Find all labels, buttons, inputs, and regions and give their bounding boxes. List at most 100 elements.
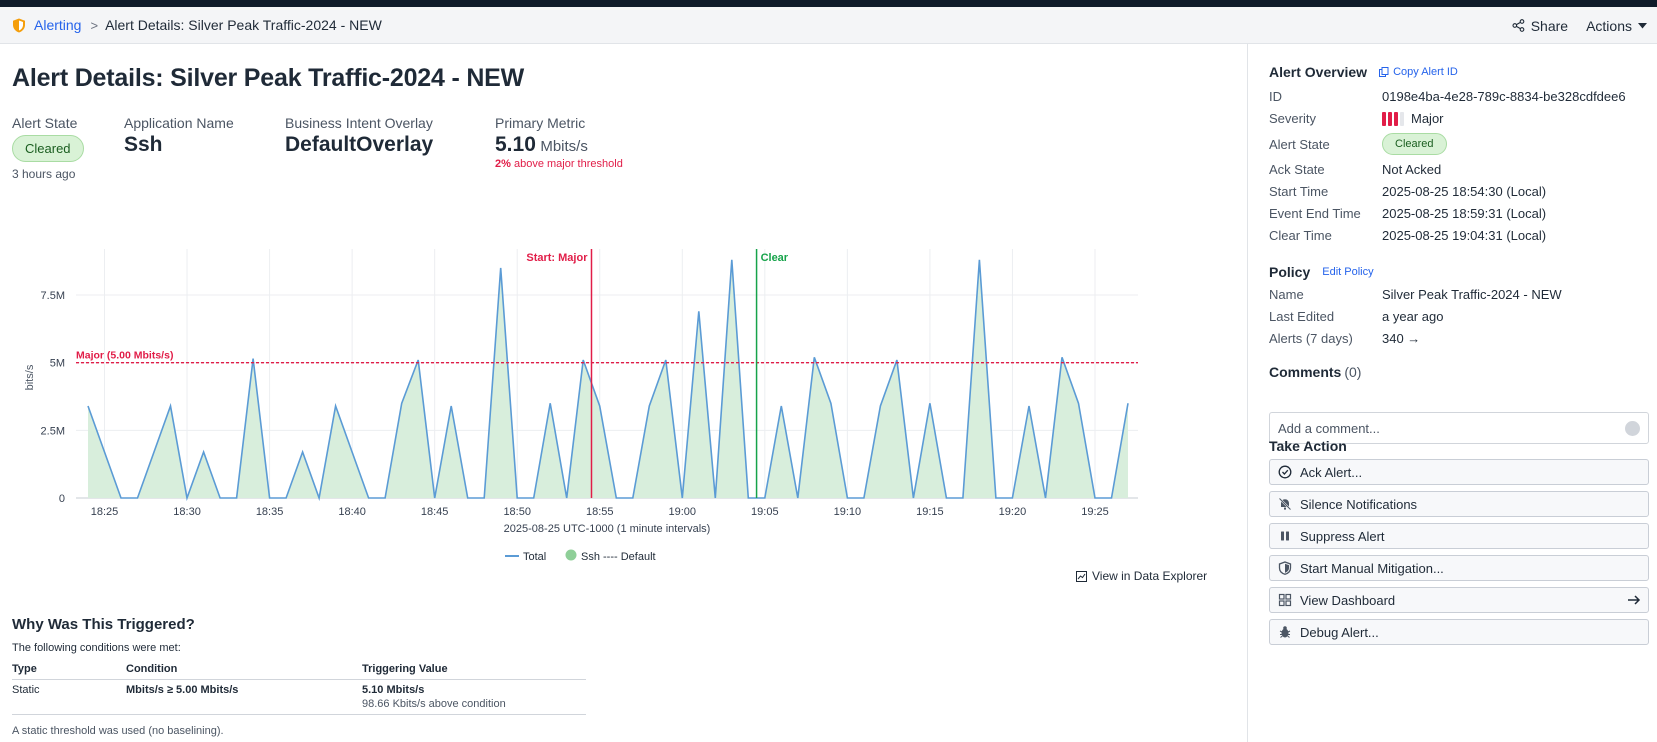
suppress-alert-label: Suppress Alert: [1300, 528, 1385, 544]
take-action-title: Take Action: [1269, 438, 1347, 454]
view-dashboard-button[interactable]: View Dashboard: [1269, 587, 1649, 613]
x-tick-label: 18:45: [421, 506, 449, 518]
shield-logo-icon: [13, 18, 25, 32]
x-tick-label: 19:05: [751, 506, 779, 518]
comments-title: Comments: [1269, 364, 1342, 380]
policy-section: Policy Edit Policy: [1269, 264, 1374, 280]
ack-alert-label: Ack Alert...: [1300, 464, 1363, 480]
x-tick-label: 19:25: [1081, 506, 1109, 518]
header-condition: Condition: [126, 663, 178, 675]
x-tick-label: 18:25: [91, 506, 119, 518]
overview-row-end: Event End Time 2025-08-25 18:59:31 (Loca…: [1269, 206, 1546, 221]
alert-overview-section: Alert Overview Copy Alert ID: [1269, 64, 1458, 80]
overview-row-state: Alert State Cleared: [1269, 133, 1447, 155]
alert-id-value: 0198e4ba-4e28-789c-8834-be328cdfdee6: [1382, 89, 1626, 104]
x-tick-label: 19:10: [834, 506, 862, 518]
silence-notifications-button[interactable]: Silence Notifications: [1269, 491, 1649, 517]
alerts-count-link[interactable]: 340 →: [1382, 331, 1421, 346]
conditions-table: Type Condition Triggering Value Static M…: [12, 659, 586, 715]
debug-alert-button[interactable]: Debug Alert...: [1269, 619, 1649, 645]
bug-icon: [1278, 625, 1292, 639]
copy-icon: [1379, 67, 1389, 77]
x-tick-label: 19:00: [669, 506, 697, 518]
chevron-down-icon: [1638, 22, 1647, 28]
grid-icon: [1278, 593, 1292, 607]
ack-state-value: Not Acked: [1382, 162, 1442, 177]
overview-row-ack: Ack State Not Acked: [1269, 162, 1441, 177]
y-tick-label: 7.5M: [41, 290, 65, 302]
breadcrumb-alerting-link[interactable]: Alerting: [34, 17, 82, 33]
main-panel: Alert Details: Silver Peak Traffic-2024 …: [0, 44, 1247, 742]
cell-condition: Mbits/s ≥ 5.00 Mbits/s: [126, 684, 239, 696]
send-comment-icon[interactable]: [1625, 421, 1640, 436]
alert-time-ago: 3 hours ago: [12, 167, 76, 181]
traffic-chart: 0 2.5M 5M 7.5M 18:25 18:30 18:35 18:40 18:45 18:5…: [0, 204, 1247, 574]
state-value-wrap: Cleared: [1382, 133, 1447, 155]
series-area-ssh-default: [88, 259, 1128, 498]
copy-alert-id-button[interactable]: Copy Alert ID: [1379, 66, 1458, 78]
metric-note-text: above major threshold: [513, 158, 623, 170]
actions-dropdown[interactable]: Actions: [1586, 18, 1647, 34]
view-dashboard-label: View Dashboard: [1300, 592, 1396, 608]
comment-input[interactable]: Add a comment...: [1269, 412, 1649, 444]
policy-row-alerts: Alerts (7 days) 340 →: [1269, 331, 1420, 346]
x-tick-label: 18:40: [338, 506, 366, 518]
ack-alert-button[interactable]: Ack Alert...: [1269, 459, 1649, 485]
status-badge: Cleared: [1382, 133, 1447, 155]
overview-row-clear: Clear Time 2025-08-25 19:04:31 (Local): [1269, 228, 1546, 243]
pause-icon: [1278, 529, 1292, 543]
header-type: Type: [12, 663, 37, 675]
row-label: ID: [1269, 89, 1282, 104]
clear-time-value: 2025-08-25 19:04:31 (Local): [1382, 228, 1547, 243]
metric-value: 5.10: [495, 133, 536, 156]
view-explorer-label: View in Data Explorer: [1092, 569, 1208, 583]
x-tick-label: 18:50: [503, 506, 531, 518]
severity-label: Major: [1411, 111, 1444, 126]
alert-overview-title: Alert Overview: [1269, 64, 1368, 80]
share-label: Share: [1530, 17, 1569, 34]
triggering-value-note: 98.66 Kbits/s above condition: [362, 698, 506, 710]
status-badge: Cleared: [12, 135, 84, 162]
share-button[interactable]: Share: [1512, 18, 1568, 34]
why-triggered-title: Why Was This Triggered?: [12, 616, 195, 633]
start-manual-mitigation-label: Start Manual Mitigation...: [1300, 560, 1444, 576]
stat-label: Alert State: [12, 115, 78, 131]
policy-title: Policy: [1269, 264, 1311, 280]
legend-ssh-swatch: [565, 549, 577, 561]
comment-placeholder: Add a comment...: [1278, 420, 1380, 436]
stat-label: Application Name: [124, 115, 234, 131]
chart-explorer-icon: [1076, 570, 1087, 582]
policy-row-name: Name Silver Peak Traffic-2024 - NEW: [1269, 287, 1562, 302]
edit-policy-link[interactable]: Edit Policy: [1322, 266, 1374, 278]
x-tick-label: 19:15: [916, 506, 944, 518]
row-label: Severity: [1269, 111, 1316, 126]
why-footer-note: A static threshold was used (no baselini…: [12, 725, 224, 737]
stat-primary-metric: Primary Metric 5.10 Mbits/s 2% above maj…: [495, 115, 623, 170]
row-label: Alerts (7 days): [1269, 331, 1353, 346]
row-label: Last Edited: [1269, 309, 1335, 324]
threshold-label: Major (5.00 Mbits/s): [76, 350, 173, 362]
cell-triggering-value: 5.10 Mbits/s 98.66 Kbits/s above conditi…: [362, 684, 586, 710]
traffic-chart-svg: 0 2.5M 5M 7.5M 18:25 18:30 18:35 18:40 18:45 18:5…: [24, 249, 1138, 563]
triggering-value: 5.10 Mbits/s: [362, 684, 425, 696]
share-icon: [1512, 19, 1525, 32]
x-tick-label: 19:20: [999, 506, 1027, 518]
marker-label: Start: Major: [526, 252, 588, 264]
view-in-data-explorer-link[interactable]: View in Data Explorer: [1076, 569, 1207, 583]
start-manual-mitigation-button[interactable]: Start Manual Mitigation...: [1269, 555, 1649, 581]
page-title: Alert Details: Silver Peak Traffic-2024 …: [12, 64, 525, 92]
suppress-alert-button[interactable]: Suppress Alert: [1269, 523, 1649, 549]
stat-alert-state: Alert State Cleared 3 hours ago: [12, 115, 84, 181]
y-tick-label: 5M: [50, 358, 65, 370]
bell-off-icon: [1278, 497, 1292, 511]
stat-label: Primary Metric: [495, 115, 586, 131]
shield-icon: [1278, 561, 1292, 575]
metric-threshold-note: 2% above major threshold: [495, 158, 623, 170]
comments-count: (0): [1344, 364, 1362, 380]
top-strip: [0, 0, 1657, 7]
comments-section: Comments (0): [1269, 364, 1361, 380]
marker-label: Clear: [761, 252, 789, 264]
metric-pct: 2%: [495, 158, 511, 170]
ack-icon: [1278, 465, 1292, 479]
end-time-value: 2025-08-25 18:59:31 (Local): [1382, 206, 1547, 221]
